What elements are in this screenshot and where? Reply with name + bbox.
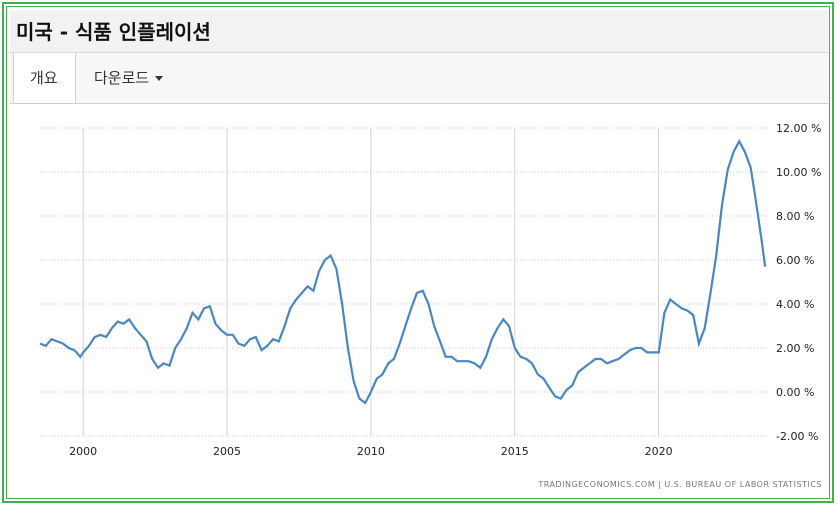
y-axis-ticks: -2.00 % 0.00 % 2.00 % 4.00 % 6.00 % 8.00 % 10.…	[776, 122, 821, 443]
tab-bar: 개요 다운로드	[10, 53, 828, 104]
x-axis-ticks: 2000 2005 2010 2015 2020	[69, 445, 672, 458]
caret-down-icon	[155, 76, 164, 81]
y-tick-label: 12.00 %	[776, 122, 821, 135]
outer-frame	[2, 2, 834, 503]
tab-overview[interactable]: 개요	[13, 53, 76, 103]
title-bar: 미국 - 식품 인플레이션	[10, 10, 828, 53]
x-tick-label: 2015	[501, 445, 529, 458]
tab-download-label: 다운로드	[94, 69, 150, 87]
x-tick-label: 2010	[357, 445, 385, 458]
x-tick-label: 2005	[213, 445, 241, 458]
x-tick-label: 2020	[645, 445, 673, 458]
chart-grid	[40, 127, 768, 437]
x-tick-label: 2000	[69, 445, 97, 458]
y-tick-label: -2.00 %	[776, 430, 818, 443]
tab-download[interactable]: 다운로드	[94, 67, 164, 88]
page-title: 미국 - 식품 인플레이션	[16, 20, 211, 44]
series-line	[39, 138, 767, 405]
source-credit: TRADINGECONOMICS.COM | U.S. BUREAU OF LA…	[538, 480, 822, 489]
y-tick-label: 2.00 %	[776, 342, 814, 355]
y-tick-label: 10.00 %	[776, 166, 821, 179]
tab-overview-label: 개요	[30, 69, 58, 87]
y-tick-label: 0.00 %	[776, 386, 814, 399]
y-tick-label: 6.00 %	[776, 254, 814, 267]
y-tick-label: 4.00 %	[776, 298, 814, 311]
y-tick-label: 8.00 %	[776, 210, 814, 223]
